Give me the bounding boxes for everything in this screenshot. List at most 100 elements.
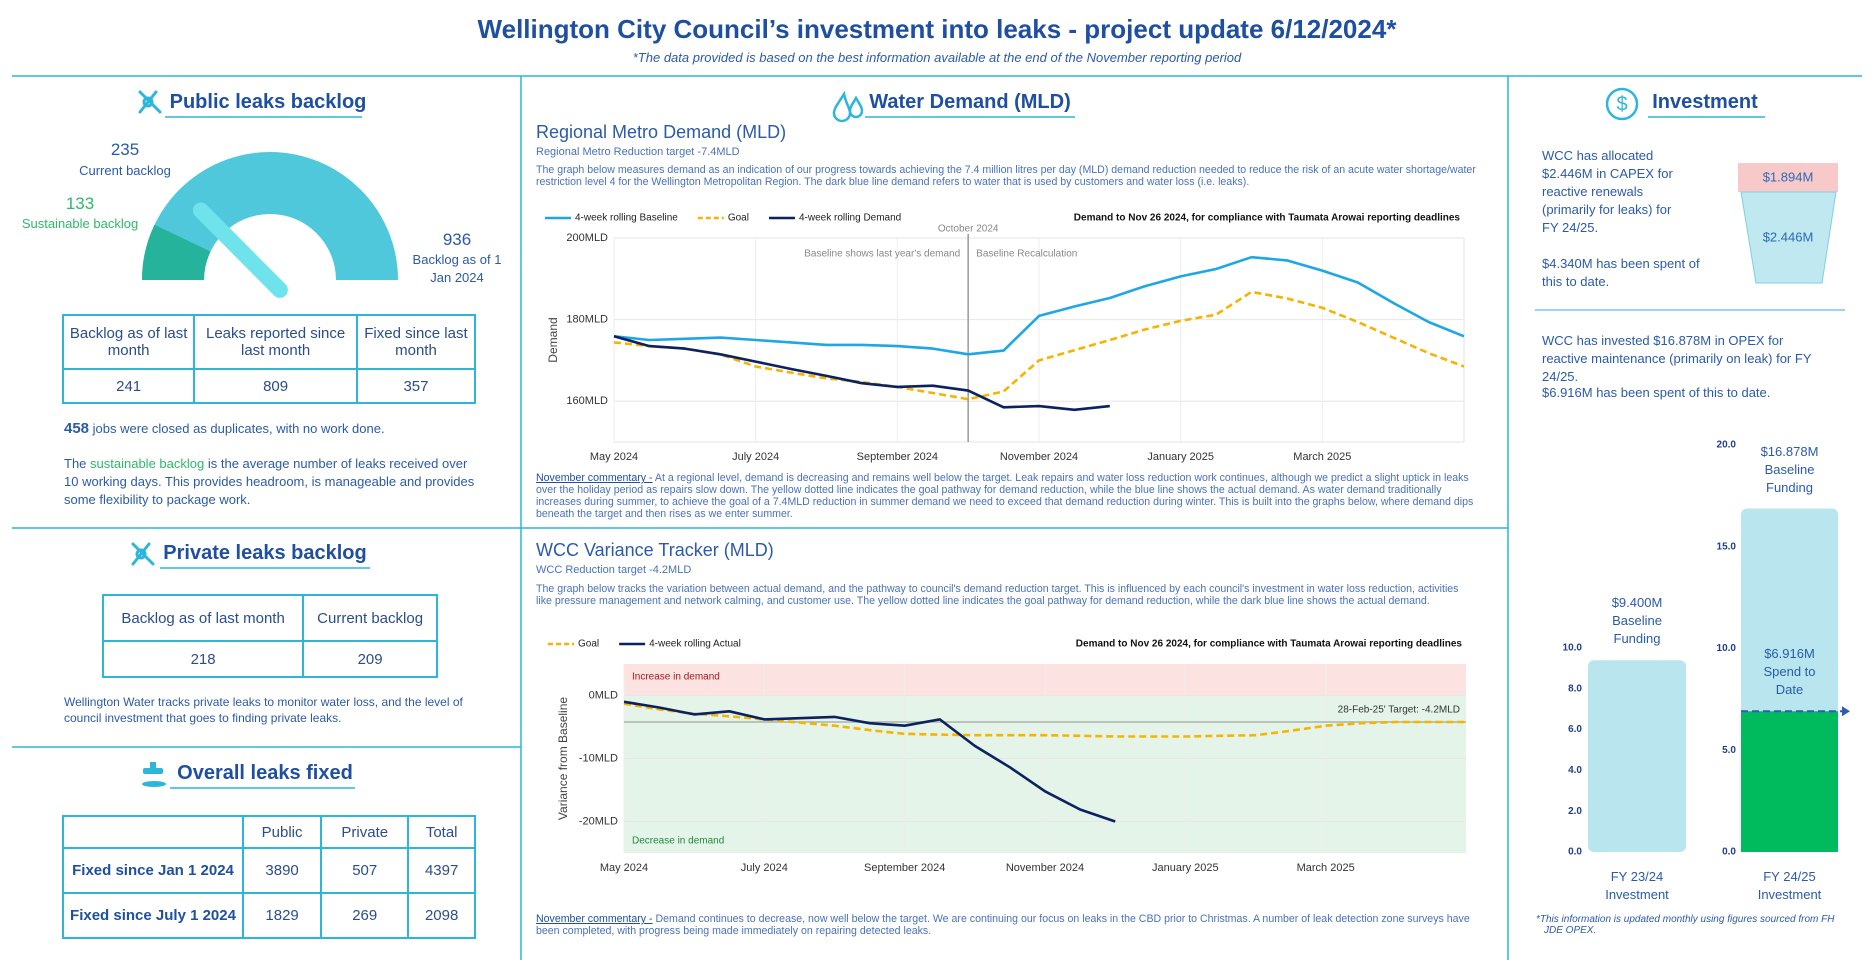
value-label: $16.878M <box>1760 443 1819 459</box>
y-tick-label: 10.0 <box>1563 643 1583 654</box>
row-label: Fixed since Jan 1 2024 <box>62 847 244 894</box>
series-line <box>623 702 1466 738</box>
reference-label: Baseline shows last year's demand <box>804 249 960 260</box>
section-title: Private leaks backlog <box>163 542 367 564</box>
value-cell: 209 <box>302 640 438 678</box>
header-cell: Leaks reported since last month <box>193 314 358 370</box>
chart-subtitle: Regional Metro Reduction target -7.4MLD <box>536 146 740 158</box>
bar-label: $9.400M Baseline Funding <box>1592 594 1682 648</box>
band-label: Increase in demand <box>632 672 720 683</box>
private-table: Backlog as of last month Current backlog… <box>101 594 438 678</box>
chart-description: The graph below tracks the variation bet… <box>536 583 1459 607</box>
x-tick-label: September 2024 <box>857 451 938 463</box>
value-cell: 507 <box>320 847 410 894</box>
drop-icon <box>832 90 864 123</box>
bar-label: $6.916M Spend to Date <box>1745 645 1835 699</box>
legend-label: Goal <box>728 213 749 224</box>
section-title: Investment <box>1652 91 1758 113</box>
y-tick-label: -20MLD <box>579 815 618 827</box>
gauge-needle <box>192 202 288 298</box>
y-axis-label: Demand <box>546 317 560 362</box>
chart-subtitle: WCC Reduction target -4.2MLD <box>536 564 692 576</box>
x-tick-label: July 2024 <box>741 862 788 874</box>
value-cell: 1829 <box>241 892 323 939</box>
chart-description: The graph below measures demand as an in… <box>536 164 1476 188</box>
chart-title: WCC Variance Tracker (MLD) <box>536 540 774 560</box>
tap-icon <box>142 762 166 787</box>
commentary-label: November commentary - <box>536 472 653 484</box>
sustainable-label: Sustainable backlog <box>21 216 139 231</box>
footnote: *This information is updated monthly usi… <box>1536 914 1835 936</box>
commentary-text: Demand continues to decrease, now well b… <box>536 913 1470 937</box>
duplicates-count: 458 <box>64 420 90 437</box>
value-cell: 3890 <box>241 847 323 894</box>
reference-label: October 2024 <box>938 224 999 235</box>
header-row: Backlog as of last month Leaks reported … <box>61 314 477 370</box>
y-tick-label: 15.0 <box>1717 541 1737 552</box>
opex-spent: $6.916M has been spent of this to date. <box>1542 385 1771 400</box>
private-note: Wellington Water tracks private leaks to… <box>64 695 463 725</box>
value-cell: 357 <box>355 368 477 404</box>
note-end: is the average number of leaks received … <box>64 456 475 507</box>
cup-bottom-label: $2.446M <box>1763 229 1814 244</box>
page-subtitle: *The data provided is based on the best … <box>632 50 1242 65</box>
value-cell: 218 <box>101 640 305 678</box>
x-tick-label: January 2025 <box>1152 862 1219 874</box>
header-cell: Backlog as of last month <box>61 314 196 370</box>
legend-label: Goal <box>578 639 599 650</box>
header-cell: Backlog as of last month <box>101 594 305 642</box>
y-tick-label: 180MLD <box>566 314 608 326</box>
series-line <box>613 255 1465 356</box>
value-cell: 809 <box>193 368 358 404</box>
band-label: Decrease in demand <box>632 836 724 847</box>
y-tick-label: -10MLD <box>579 752 618 764</box>
x-tick-label: January 2025 <box>1147 451 1214 463</box>
commentary: November commentary - Demand continues t… <box>536 913 1476 937</box>
spend-arrow <box>1842 706 1850 717</box>
gauge-sustainable <box>141 224 211 280</box>
x-tick-label: May 2024 <box>600 862 648 874</box>
note-start: The <box>64 456 87 471</box>
dollar-glyph: $ <box>1616 93 1627 115</box>
y-tick-label: 200MLD <box>566 232 608 244</box>
x-tick-label: November 2024 <box>1006 862 1084 874</box>
capex-text: WCC has allocated $2.446M in CAPEX for r… <box>1542 148 1673 235</box>
commentary-label: November commentary - <box>536 913 653 925</box>
overall-table: Public Private Total Fixed since Jan 1 2… <box>62 815 476 939</box>
y-tick-label: 8.0 <box>1568 683 1582 694</box>
commentary: November commentary - At a regional leve… <box>536 472 1476 520</box>
duplicates-text: jobs were closed as duplicates, with no … <box>92 421 385 436</box>
current-value: 235 <box>110 140 140 159</box>
corner-cell <box>62 815 244 849</box>
current-label: Current backlog <box>79 163 171 178</box>
series-name: Baseline Funding <box>1612 613 1662 647</box>
dollar-icon: $ <box>1605 87 1639 121</box>
legend-label: 4-week rolling Baseline <box>575 213 678 224</box>
y-tick-label: 0.0 <box>1568 847 1582 858</box>
bar-label: $16.878M Baseline Funding <box>1745 443 1835 497</box>
value-row: 241 809 357 <box>61 368 477 404</box>
header-cell: Public <box>241 815 323 849</box>
value-row: 218 209 <box>101 640 438 678</box>
row: Fixed since July 1 2024 1829 269 2098 <box>62 892 476 939</box>
header-cell: Fixed since last month <box>355 314 477 370</box>
x-tick-label: March 2025 <box>1293 451 1351 463</box>
chart-note: Demand to Nov 26 2024, for compliance wi… <box>1076 639 1463 650</box>
row: Fixed since Jan 1 2024 3890 507 4397 <box>62 847 476 894</box>
value-cell: 2098 <box>407 892 476 939</box>
reference-label: Baseline Recalculation <box>976 249 1077 260</box>
x-tick-label: November 2024 <box>1000 451 1078 463</box>
chart-note: Demand to Nov 26 2024, for compliance wi… <box>1074 213 1461 224</box>
header-cell: Total <box>407 815 476 849</box>
header-cell: Private <box>320 815 410 849</box>
value-label: $9.400M <box>1611 595 1663 611</box>
section-title: Overall leaks fixed <box>177 762 353 784</box>
x-tick-label: September 2024 <box>864 862 945 874</box>
section-title: Public leaks backlog <box>169 91 367 113</box>
jan-value: 936 <box>442 230 472 249</box>
cup: $1.894M $2.446M <box>1738 163 1838 284</box>
y-tick-label: 6.0 <box>1568 724 1582 735</box>
y-tick-label: 0MLD <box>589 689 618 701</box>
